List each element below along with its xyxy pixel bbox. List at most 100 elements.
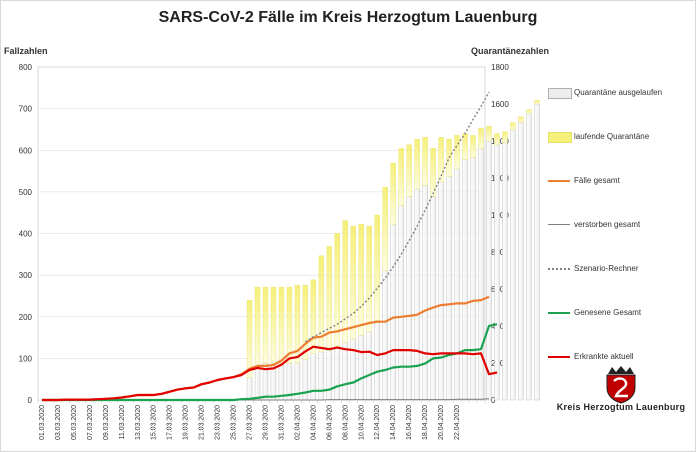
legend-item: Fälle gesamt	[546, 174, 696, 188]
legend-item: Genesene Gesamt	[546, 306, 696, 320]
bar-quarantine-running	[486, 125, 492, 142]
x-tick-label: 29.03.2020	[262, 405, 269, 440]
bar-quarantine-expired	[406, 196, 412, 401]
bar-quarantine-expired	[318, 351, 325, 401]
bar-quarantine-running	[494, 133, 500, 145]
legend-item: Erkrankte aktuell	[546, 350, 696, 364]
coat-of-arms-icon	[606, 366, 636, 404]
bar-quarantine-expired	[486, 140, 492, 401]
bar-quarantine-running	[518, 116, 524, 123]
bar-quarantine-running	[438, 137, 444, 182]
x-tick-label: 17.03.2020	[167, 405, 174, 440]
x-tick-label: 07.03.2020	[87, 405, 94, 440]
bar-quarantine-running	[246, 299, 253, 379]
left-tick-label: 200	[19, 313, 33, 322]
legend-swatch	[548, 224, 570, 225]
bar-quarantine-expired	[398, 205, 404, 401]
legend-label: Fälle gesamt	[574, 176, 620, 185]
bar-quarantine-expired	[454, 168, 460, 401]
bar-quarantine-running	[414, 138, 420, 190]
x-tick-label: 14.04.2020	[390, 405, 397, 440]
bar-quarantine-expired	[494, 144, 500, 401]
bar-quarantine-expired	[366, 331, 372, 401]
right-tick-label: 1600	[491, 100, 509, 109]
left-axis-title: Fallzahlen	[4, 46, 48, 56]
x-tick-label: 09.03.2020	[103, 405, 110, 440]
legend-label: Quarantäne ausgelaufen	[574, 88, 663, 97]
bar-quarantine-running	[342, 220, 348, 343]
legend-label: Genesene Gesamt	[574, 308, 642, 317]
bar-quarantine-expired	[254, 366, 261, 401]
bar-quarantine-expired	[246, 377, 253, 401]
legend-swatch	[548, 268, 570, 270]
x-tick-label: 16.04.2020	[406, 405, 413, 440]
bar-quarantine-running	[422, 137, 428, 186]
series-line-erkrankte-aktuell	[42, 345, 498, 402]
x-tick-label: 21.03.2020	[199, 405, 206, 440]
bar-quarantine-running	[270, 286, 277, 364]
x-tick-label: 31.03.2020	[278, 405, 285, 440]
bar-quarantine-expired	[326, 349, 333, 401]
x-tick-label: 18.04.2020	[422, 405, 429, 440]
legend-label: verstorben gesamt	[574, 220, 641, 229]
bar-quarantine-running	[510, 122, 516, 131]
bar-quarantine-running	[470, 135, 476, 158]
bar-quarantine-expired	[278, 362, 285, 401]
x-tick-label: 19.03.2020	[183, 405, 190, 440]
right-axis-title: Quarantänezahlen	[471, 46, 550, 56]
x-tick-label: 20.04.2020	[438, 405, 445, 440]
district-logo: Kreis Herzogtum Lauenburg	[548, 364, 694, 444]
x-tick-label: 27.03.2020	[247, 405, 254, 440]
bar-quarantine-running	[374, 214, 380, 321]
bar-quarantine-running	[502, 131, 508, 144]
bar-quarantine-expired	[390, 224, 396, 401]
bar-quarantine-running	[406, 144, 412, 197]
bar-quarantine-expired	[462, 159, 468, 401]
left-tick-label: 400	[19, 230, 33, 239]
bar-quarantine-running	[358, 224, 364, 336]
x-tick-label: 06.04.2020	[326, 405, 333, 440]
bar-quarantine-expired	[510, 129, 516, 401]
left-tick-label: 0	[28, 396, 33, 405]
bar-quarantine-running	[334, 233, 341, 347]
bar-quarantine-running	[302, 285, 309, 360]
bar-quarantine-running	[286, 286, 293, 364]
bar-quarantine-running	[478, 127, 484, 149]
right-tick-label: 1800	[491, 63, 509, 72]
x-tick-label: 04.04.2020	[310, 405, 317, 440]
bar-quarantine-expired	[502, 142, 508, 401]
x-tick-label: 22.04.2020	[454, 405, 461, 440]
bar-quarantine-running	[430, 148, 436, 197]
bar-quarantine-running	[310, 279, 317, 354]
legend-item: Szenario-Rechner	[546, 262, 696, 276]
x-tick-label: 23.03.2020	[215, 405, 222, 440]
right-tick-label: 0	[491, 396, 496, 405]
left-tick-label: 700	[19, 105, 33, 114]
bar-quarantine-expired	[518, 122, 524, 401]
bar-quarantine-running	[462, 133, 468, 160]
left-tick-label: 100	[19, 354, 33, 363]
x-tick-label: 11.03.2020	[119, 405, 126, 440]
bar-quarantine-expired	[414, 188, 420, 401]
right-tick-label: 1200	[491, 174, 509, 183]
bar-quarantine-running	[350, 225, 356, 340]
series-line-szenario-rechner	[305, 91, 490, 343]
bar-quarantine-running	[526, 109, 532, 114]
x-tick-label: 08.04.2020	[342, 405, 349, 440]
x-tick-label: 15.03.2020	[151, 405, 158, 440]
legend-item: Quarantäne ausgelaufen	[546, 86, 696, 100]
bar-quarantine-expired	[374, 320, 380, 401]
left-tick-label: 800	[19, 63, 33, 72]
right-tick-label: 1000	[491, 211, 509, 220]
left-tick-label: 500	[19, 188, 33, 197]
bar-quarantine-expired	[350, 338, 356, 401]
chart-title: SARS-CoV-2 Fälle im Kreis Herzogtum Laue…	[158, 9, 538, 26]
bar-quarantine-expired	[430, 196, 436, 401]
series-line-genesene-gesamt	[42, 323, 498, 402]
bar-quarantine-running	[382, 187, 388, 271]
legend-swatch	[548, 132, 572, 143]
x-tick-label: 02.04.2020	[294, 405, 301, 440]
bar-quarantine-running	[454, 135, 460, 169]
bar-quarantine-expired	[310, 353, 317, 401]
